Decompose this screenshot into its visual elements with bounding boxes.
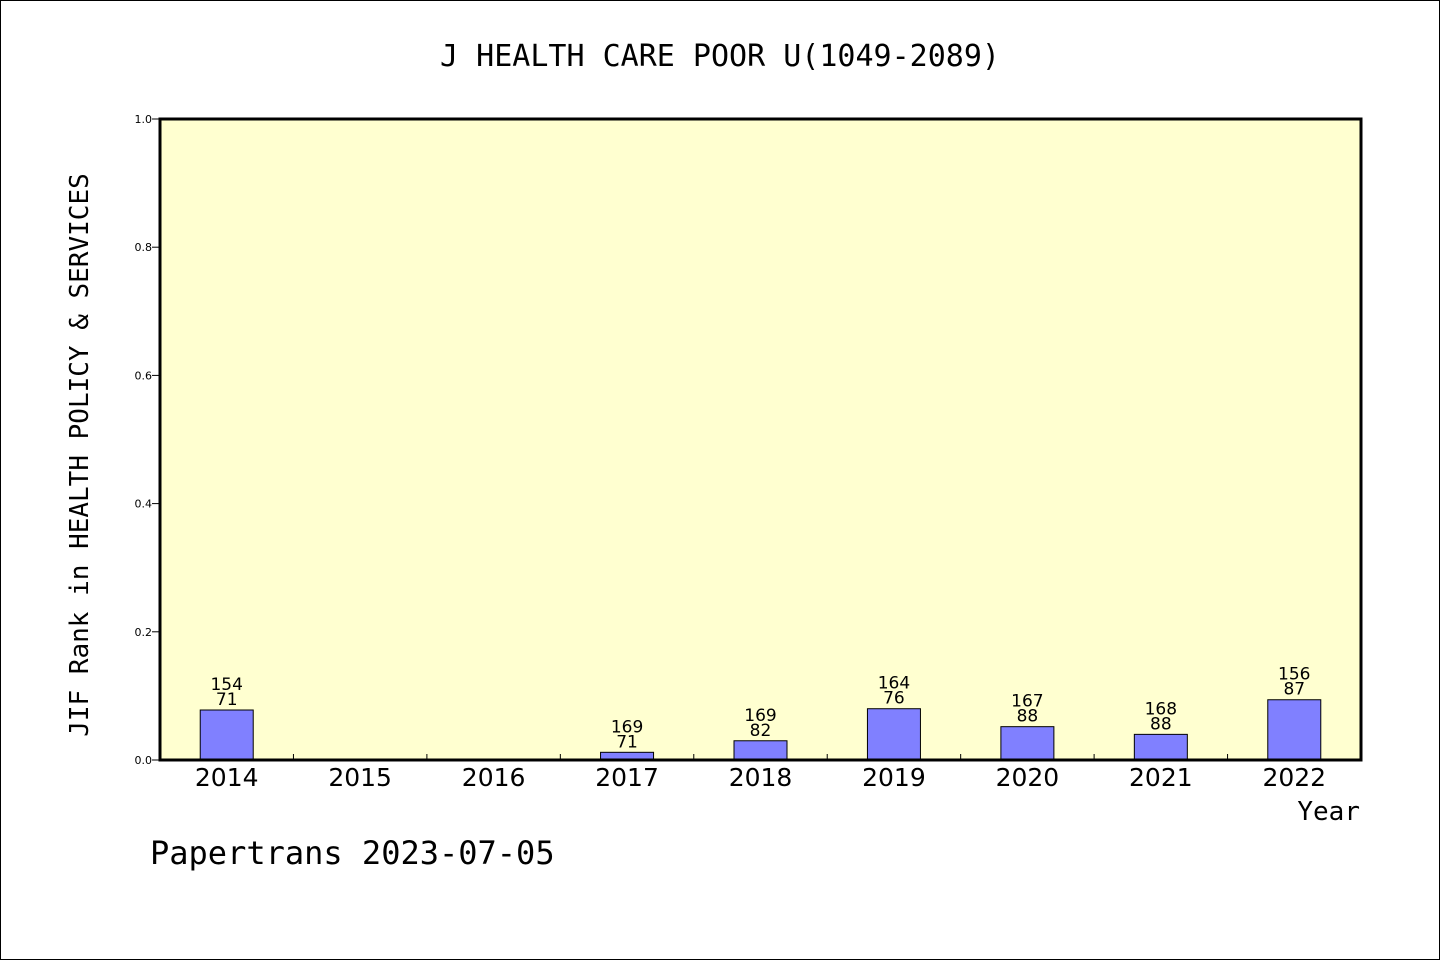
x-tick-label: 2019	[862, 763, 926, 792]
bar-label-total: 154	[210, 675, 242, 695]
bar	[1133, 733, 1188, 761]
y-tick-label: 0.8	[135, 241, 153, 254]
bar-label-total: 167	[1011, 692, 1043, 712]
bar-label-total: 169	[744, 706, 776, 726]
footer-text: Papertrans 2023-07-05	[150, 834, 555, 872]
x-axis-ticks: 2014 2015 2016 2017 2018 2019 2020 2021 2022	[195, 754, 1326, 792]
x-tick-label: 2017	[595, 763, 659, 792]
bar	[1000, 726, 1055, 761]
bar-label-rank: 87	[1283, 680, 1305, 700]
bar-label-rank: 88	[1150, 714, 1172, 734]
bar-label-rank: 88	[1017, 707, 1039, 727]
bar-label-rank: 76	[883, 689, 905, 709]
y-axis-label: JIF Rank in HEALTH POLICY & SERVICES	[65, 173, 95, 737]
bar-label-total: 156	[1278, 665, 1310, 685]
x-tick-label: 2014	[195, 763, 259, 792]
bar-label-total: 169	[611, 717, 643, 737]
bar-label-total: 168	[1145, 699, 1177, 719]
x-tick-label: 2016	[462, 763, 526, 792]
x-tick-label: 2015	[328, 763, 392, 792]
bar	[199, 709, 254, 761]
y-axis-ticks: 0.0 0.2 0.4 0.6 0.8 1.0	[135, 113, 160, 767]
bar	[1267, 699, 1322, 761]
plot-border	[158, 117, 1363, 762]
x-tick-label: 2020	[996, 763, 1060, 792]
bar-label-rank: 71	[616, 732, 638, 752]
bar-label-total: 164	[878, 674, 910, 694]
y-tick-label: 1.0	[135, 113, 153, 126]
bar-label-rank: 82	[750, 721, 772, 741]
y-tick-label: 0.2	[135, 626, 153, 639]
x-tick-label: 2021	[1129, 763, 1193, 792]
x-tick-label: 2022	[1262, 763, 1326, 792]
x-tick-label: 2018	[729, 763, 793, 792]
bar-label-rank: 71	[216, 690, 238, 710]
x-axis-label: Year	[1297, 797, 1360, 827]
y-tick-label: 0.4	[135, 498, 153, 511]
plot-area	[158, 117, 1363, 762]
chart-title: J HEALTH CARE POOR U(1049-2089)	[440, 39, 1000, 74]
bar	[866, 708, 921, 761]
y-tick-label: 0.6	[135, 369, 153, 382]
bar	[733, 740, 788, 761]
bars	[199, 699, 1322, 761]
y-tick-label: 0.0	[135, 754, 153, 767]
